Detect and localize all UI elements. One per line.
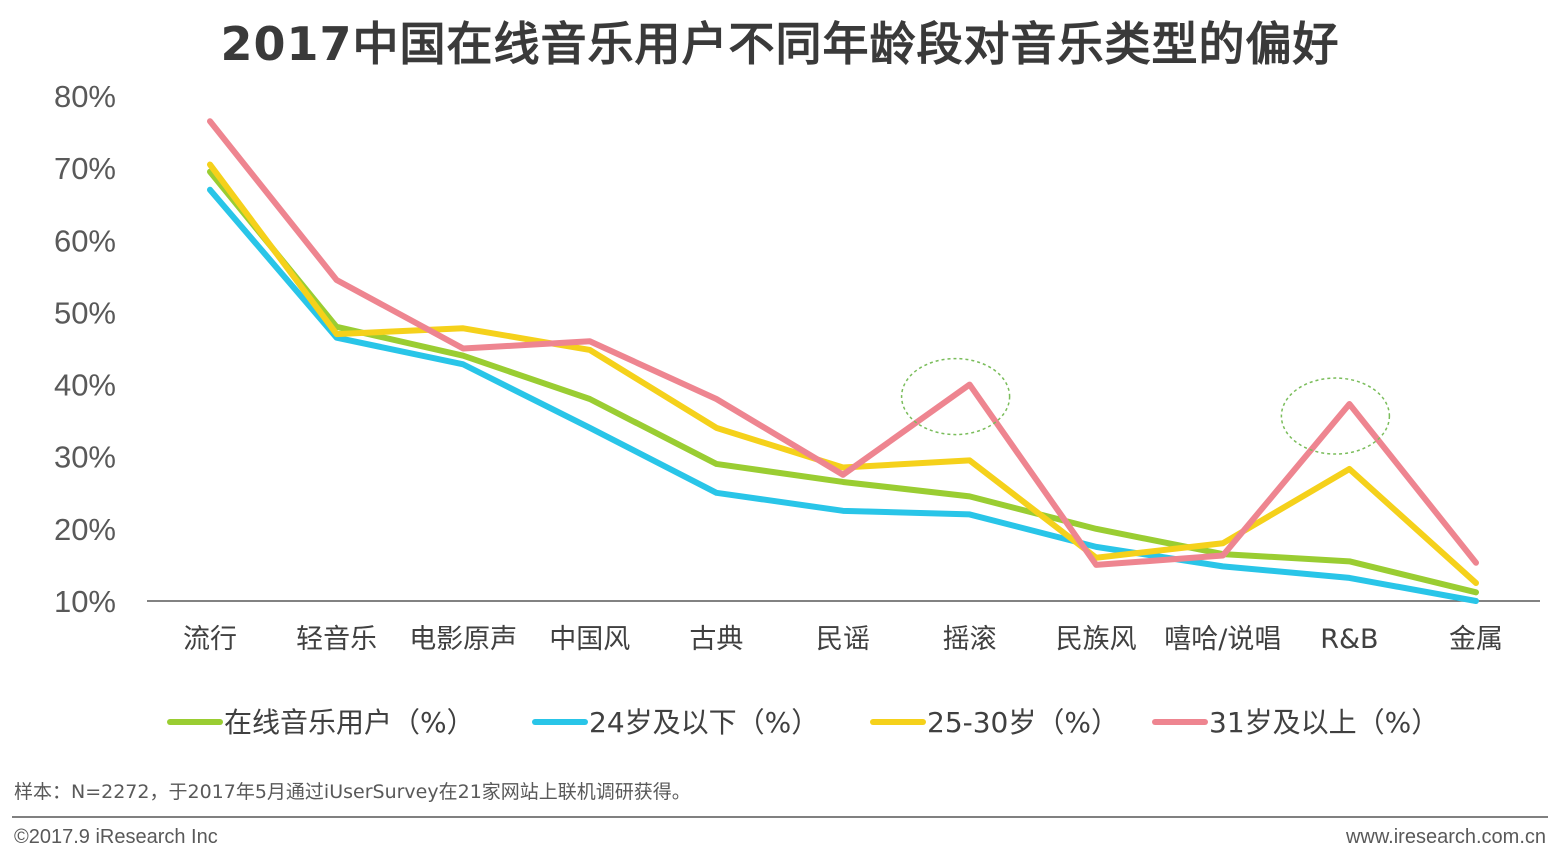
- x-tick-label: 金属: [1449, 624, 1503, 655]
- y-tick-label: 50%: [54, 295, 116, 330]
- y-tick-label: 60%: [54, 223, 116, 258]
- x-tick-label: 民谣: [816, 624, 870, 655]
- x-tick-label: 民族风: [1056, 624, 1137, 655]
- y-tick-label: 20%: [54, 512, 116, 547]
- x-tick-label: 流行: [183, 624, 237, 655]
- y-tick-label: 80%: [54, 79, 116, 114]
- legend-label-3: 25-30岁（%）: [927, 706, 1119, 739]
- series-line-1: [207, 168, 1479, 596]
- x-axis: 流行 轻音乐 电影原声 中国风 古典 民谣 摇滚 民族风 嘻哈/说唱 R&B 金属: [183, 624, 1503, 655]
- y-tick-label: 40%: [54, 368, 116, 403]
- highlight-ellipse-2: [1280, 377, 1391, 455]
- x-tick-label: 电影原声: [409, 624, 517, 655]
- y-tick-label: 10%: [54, 584, 116, 619]
- legend-label-2: 24岁及以下（%）: [589, 706, 819, 739]
- series-line-3: [207, 161, 1479, 586]
- y-axis: 10% 20% 30% 40% 50% 60% 70% 80%: [54, 79, 116, 619]
- highlight-ellipse-1: [900, 357, 1011, 436]
- x-tick-label: R&B: [1320, 624, 1378, 655]
- series-line-2: [207, 186, 1479, 604]
- legend-label-4: 31岁及以上（%）: [1209, 706, 1439, 739]
- footer-divider: [12, 816, 1548, 818]
- series-group: [207, 118, 1479, 604]
- sample-note: 样本：N=2272，于2017年5月通过iUserSurvey在21家网站上联机…: [14, 781, 691, 803]
- x-tick-label: 古典: [689, 624, 743, 655]
- x-tick-label: 摇滚: [943, 624, 997, 655]
- y-tick-label: 30%: [54, 440, 116, 475]
- x-tick-label: 中国风: [549, 624, 630, 655]
- chart-title: 2017中国在线音乐用户不同年龄段对音乐类型的偏好: [220, 17, 1340, 71]
- legend-label-1: 在线音乐用户（%）: [224, 706, 475, 739]
- x-tick-label: 嘻哈/说唱: [1164, 624, 1281, 655]
- y-tick-label: 70%: [54, 151, 116, 186]
- website-link[interactable]: www.iresearch.com.cn: [1345, 826, 1546, 848]
- series-line-4: [207, 118, 1479, 568]
- legend: 在线音乐用户（%） 24岁及以下（%） 25-30岁（%） 31岁及以上（%）: [167, 706, 1439, 739]
- x-tick-label: 轻音乐: [296, 624, 377, 655]
- chart-area: 10% 20% 30% 40% 50% 60% 70% 80% 流行 轻音乐 电影原声 中国风 古典 民…: [54, 79, 1540, 739]
- annotation-group: [900, 357, 1391, 455]
- copyright-text: ©2017.9 iResearch Inc: [14, 826, 218, 848]
